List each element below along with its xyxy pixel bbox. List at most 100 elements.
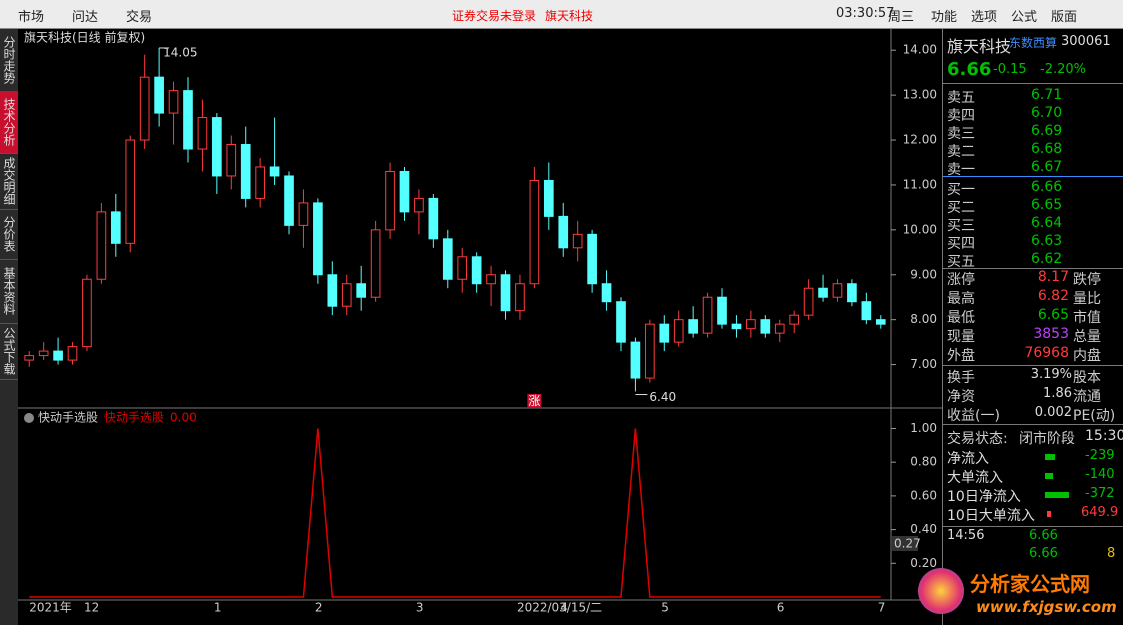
flow-value: -372	[1085, 486, 1115, 501]
flow-label: 10日净流入	[947, 489, 1021, 505]
candle-body	[861, 301, 872, 321]
book-label: 卖四	[947, 108, 975, 124]
candle-body	[746, 319, 756, 330]
stat-label: 涨停	[947, 272, 975, 288]
book-price: 6.64	[1031, 215, 1063, 231]
stat-label: 股本	[1073, 370, 1101, 386]
menu-item[interactable]: 版面	[1051, 10, 1078, 25]
candle-body	[659, 323, 670, 343]
stat-value: 3853	[1033, 326, 1069, 342]
stat-label: 最高	[947, 291, 975, 307]
candle-body	[789, 314, 800, 325]
clock: 03:30:57	[836, 6, 895, 21]
candle-body	[154, 76, 164, 114]
candle-body	[53, 350, 63, 361]
candle-body	[298, 202, 309, 226]
candle-body	[269, 166, 280, 177]
flow-label: 大单流入	[947, 470, 1003, 486]
candle-body	[212, 117, 222, 177]
candle-body	[717, 296, 727, 325]
candle-body	[428, 197, 439, 240]
menu-bar: 市场 问达 交易 证券交易未登录 旗天科技 03:30:57 周三 功能 选项 公式 版面	[0, 0, 1123, 29]
watermark: 分析家公式网 www.fxjgsw.com	[918, 566, 1118, 622]
book-label: 买一	[947, 182, 975, 198]
stock-name: 旗天科技	[545, 9, 594, 23]
side-tab[interactable]: 分时走势	[0, 29, 18, 92]
menu-item[interactable]: 功能	[931, 10, 958, 25]
price: 6.66	[947, 59, 992, 80]
tick-time: 14:56	[947, 528, 985, 543]
stat-value: 6.65	[1037, 307, 1069, 323]
stock-code: 300061	[1061, 34, 1111, 49]
y-tick-label: 10.00	[903, 222, 937, 236]
candle-body	[110, 211, 121, 244]
candle-body	[731, 323, 742, 330]
menu-item[interactable]: 市场	[18, 10, 45, 25]
menu-item[interactable]: 交易	[126, 10, 153, 25]
y-tick-label: 8.00	[910, 312, 937, 326]
book-price: 6.63	[1031, 233, 1063, 249]
flow-label: 净流入	[947, 451, 989, 467]
concept: 东数西算	[1009, 36, 1058, 50]
candle-body	[226, 144, 237, 177]
y-tick-label: 11.00	[903, 177, 937, 191]
stat-label: 流通	[1073, 389, 1101, 405]
stat-label: 跌停	[1073, 272, 1101, 288]
candle-body	[240, 144, 251, 199]
divider	[943, 526, 1123, 527]
candle-body	[327, 274, 338, 307]
candle-body	[688, 319, 698, 334]
candle-body	[370, 229, 381, 298]
side-tab[interactable]: 分价表	[0, 209, 18, 260]
book-label: 卖三	[947, 126, 975, 142]
book-price: 6.70	[1031, 105, 1063, 121]
x-tick-label: 4	[560, 601, 568, 615]
book-price: 6.62	[1031, 251, 1063, 267]
candle-body	[341, 283, 352, 307]
candle-body	[832, 283, 843, 298]
flow-bar	[1047, 511, 1051, 517]
candle-body	[760, 319, 771, 334]
watermark-url: www.fxjgsw.com	[976, 598, 1117, 616]
change: -0.15	[993, 62, 1027, 77]
candle-body	[284, 175, 294, 226]
candle-body	[139, 76, 150, 141]
y-tick-label: 1.00	[910, 421, 937, 435]
menu-item[interactable]: 选项	[971, 10, 998, 25]
book-label: 卖一	[947, 162, 975, 178]
candle-body	[385, 170, 395, 231]
x-tick-label: 5	[661, 601, 669, 615]
candle-body	[82, 278, 92, 348]
menu-item[interactable]: 问达	[72, 10, 99, 25]
flow-value: -239	[1085, 448, 1115, 463]
side-tab[interactable]: 成交明细	[0, 153, 18, 210]
tick-price: 6.66	[1029, 528, 1058, 543]
divider	[943, 365, 1123, 366]
flow-bar	[1045, 492, 1069, 498]
logo	[918, 568, 964, 614]
flow-value: -140	[1085, 467, 1115, 482]
weekday: 周三	[888, 10, 915, 25]
candle-body	[702, 296, 713, 334]
side-tabs: 分时走势 技术分析 成交明细 分价表 基本资料 公式下载	[0, 29, 18, 625]
chart-title: 旗天科技(日线 前复权)	[24, 30, 145, 45]
y-tick-label: 9.00	[910, 267, 937, 281]
side-tab[interactable]: 基本资料	[0, 259, 18, 324]
candle-body	[673, 319, 684, 343]
side-tab[interactable]: 公式下载	[0, 323, 18, 380]
x-tick-label: 3	[416, 601, 424, 615]
book-label: 买五	[947, 254, 975, 270]
candle-body	[803, 287, 814, 316]
candle-body	[558, 215, 569, 249]
candle-body	[616, 301, 626, 343]
candle-body	[183, 90, 193, 150]
menu-item[interactable]: 公式	[1011, 10, 1038, 25]
candle-body	[356, 283, 367, 298]
min-annotation: 6.40	[649, 390, 676, 404]
icon	[24, 413, 34, 423]
candle-body	[168, 90, 179, 114]
stat-label: 最低	[947, 310, 975, 326]
side-tab[interactable]: 技术分析	[0, 91, 18, 154]
series-name: 快动手选股	[104, 411, 164, 425]
candle-body	[587, 233, 597, 285]
